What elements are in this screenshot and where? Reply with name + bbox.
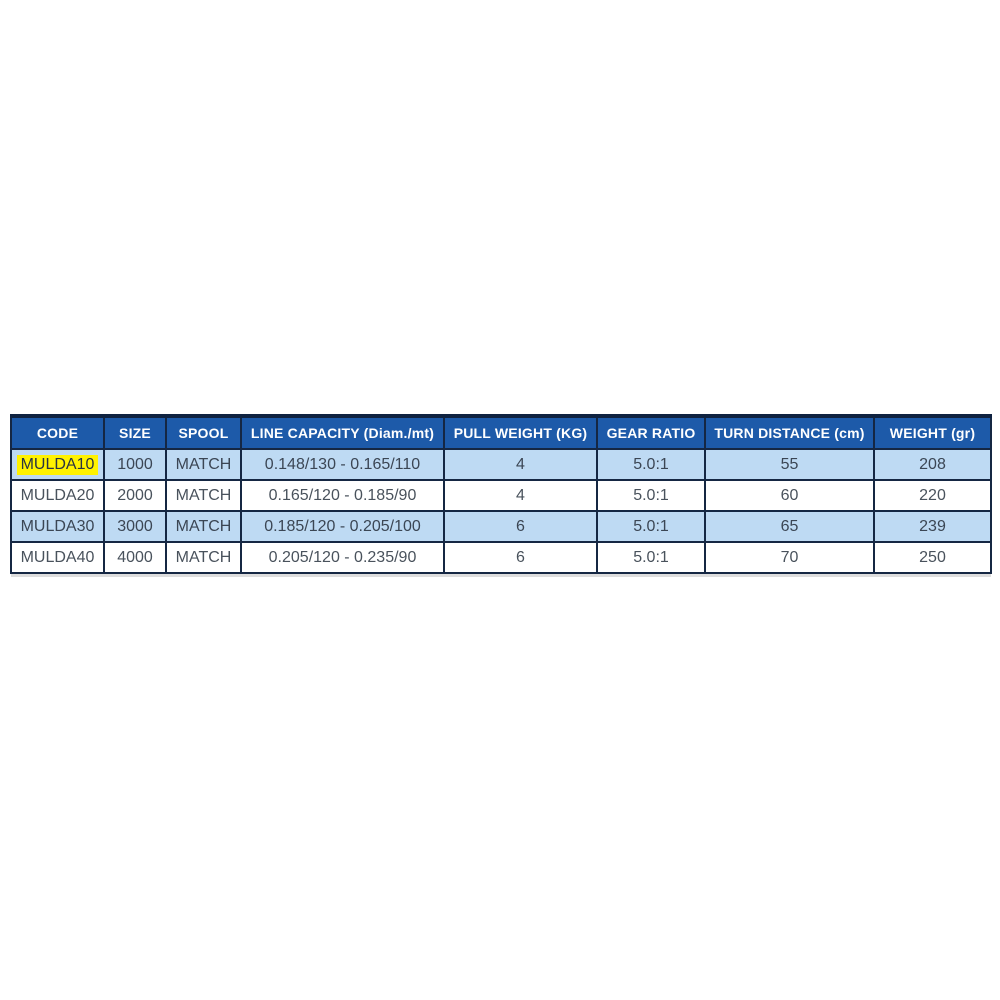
table-cell: 5.0:1: [596, 510, 706, 543]
header-cell-code: CODE: [10, 414, 105, 450]
table-row: MULDA10 1000 MATCH 0.148/130 - 0.165/110…: [10, 448, 992, 481]
table-cell: 4000: [103, 541, 167, 574]
table-cell: 239: [873, 510, 992, 543]
table-cell: 5.0:1: [596, 448, 706, 481]
table-cell: 0.205/120 - 0.235/90: [240, 541, 445, 574]
header-row: CODE SIZE SPOOL LINE CAPACITY (Diam./mt)…: [10, 414, 992, 450]
table-cell: 0.185/120 - 0.205/100: [240, 510, 445, 543]
spec-table: CODE SIZE SPOOL LINE CAPACITY (Diam./mt)…: [10, 414, 992, 574]
header-cell-turn-distance: TURN DISTANCE (cm): [704, 414, 875, 450]
table-cell-code: MULDA20: [10, 479, 105, 512]
spec-table-container: CODE SIZE SPOOL LINE CAPACITY (Diam./mt)…: [10, 414, 992, 574]
table-cell: 0.165/120 - 0.185/90: [240, 479, 445, 512]
table-cell: 55: [704, 448, 875, 481]
table-cell: MATCH: [165, 510, 242, 543]
table-cell-code: MULDA30: [10, 510, 105, 543]
header-cell-line-capacity: LINE CAPACITY (Diam./mt): [240, 414, 445, 450]
highlighted-code: MULDA10: [16, 454, 99, 475]
table-cell: 65: [704, 510, 875, 543]
header-cell-size: SIZE: [103, 414, 167, 450]
table-cell: MATCH: [165, 448, 242, 481]
header-cell-weight: WEIGHT (gr): [873, 414, 992, 450]
table-cell: 208: [873, 448, 992, 481]
table-row: MULDA40 4000 MATCH 0.205/120 - 0.235/90 …: [10, 541, 992, 574]
header-cell-pull-weight: PULL WEIGHT (KG): [443, 414, 598, 450]
table-cell: MATCH: [165, 479, 242, 512]
table-cell: 6: [443, 510, 598, 543]
table-cell: 2000: [103, 479, 167, 512]
table-cell: 6: [443, 541, 598, 574]
header-cell-gear-ratio: GEAR RATIO: [596, 414, 706, 450]
table-cell: 220: [873, 479, 992, 512]
table-row: MULDA30 3000 MATCH 0.185/120 - 0.205/100…: [10, 510, 992, 543]
table-cell: 250: [873, 541, 992, 574]
table-cell: 1000: [103, 448, 167, 481]
table-cell: 0.148/130 - 0.165/110: [240, 448, 445, 481]
table-cell-code: MULDA10: [10, 448, 105, 481]
table-row: MULDA20 2000 MATCH 0.165/120 - 0.185/90 …: [10, 479, 992, 512]
table-cell: 70: [704, 541, 875, 574]
table-cell: 5.0:1: [596, 541, 706, 574]
table-cell: 3000: [103, 510, 167, 543]
header-cell-spool: SPOOL: [165, 414, 242, 450]
table-cell: 4: [443, 448, 598, 481]
table-cell: 5.0:1: [596, 479, 706, 512]
table-cell: 60: [704, 479, 875, 512]
table-cell-code: MULDA40: [10, 541, 105, 574]
table-cell: 4: [443, 479, 598, 512]
table-cell: MATCH: [165, 541, 242, 574]
